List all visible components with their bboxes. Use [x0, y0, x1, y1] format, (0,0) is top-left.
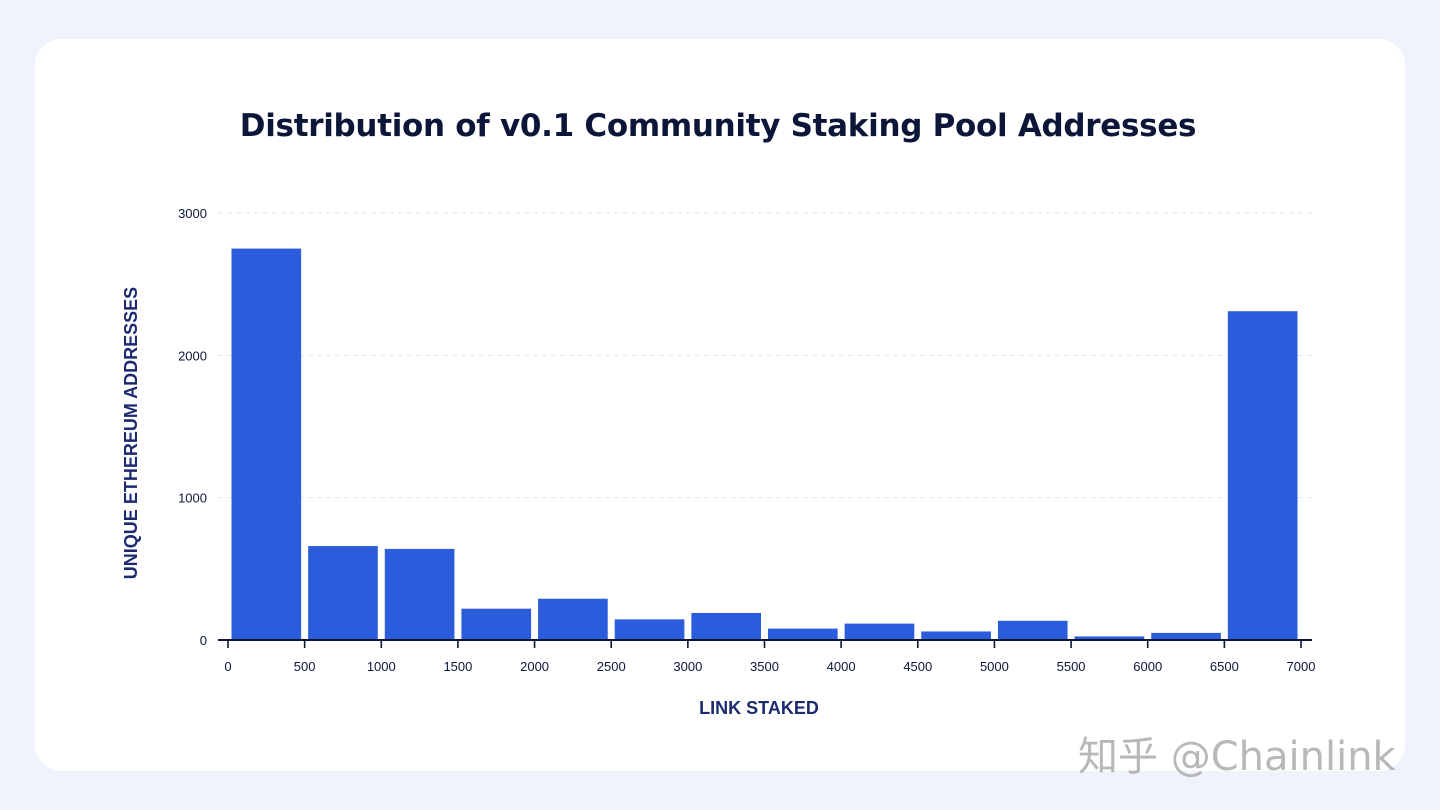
x-tick-label: 3000	[673, 659, 702, 674]
histogram-bar	[691, 612, 761, 640]
x-tick-label: 500	[294, 659, 316, 674]
x-tick-label: 6500	[1210, 659, 1239, 674]
x-tick-label: 2500	[597, 659, 626, 674]
x-tick-label: 3500	[750, 659, 779, 674]
x-tick-label: 5500	[1057, 659, 1086, 674]
x-tick-label: 0	[224, 659, 231, 674]
x-tick-label: 7000	[1287, 659, 1316, 674]
x-tick-label: 2000	[520, 659, 549, 674]
histogram-bar	[1227, 311, 1298, 640]
y-tick-label: 2000	[178, 348, 207, 363]
x-tick-label: 5000	[980, 659, 1009, 674]
x-axis-title: LINK STAKED	[699, 698, 819, 718]
histogram-bar	[308, 546, 378, 640]
histogram-bar	[844, 623, 915, 640]
histogram-bar	[614, 619, 685, 640]
x-tick-label: 4000	[827, 659, 856, 674]
y-tick-label: 3000	[178, 206, 207, 221]
watermark: 知乎 @Chainlink	[1078, 734, 1396, 780]
histogram-bar	[384, 548, 455, 640]
histogram-bar	[997, 620, 1068, 640]
histogram-bar	[1151, 632, 1221, 640]
y-tick-label: 0	[200, 633, 207, 648]
x-tick-label: 1500	[443, 659, 472, 674]
histogram-bar	[538, 598, 608, 640]
x-tick-label: 1000	[367, 659, 396, 674]
y-tick-label: 1000	[178, 491, 207, 506]
y-axis-title: UNIQUE ETHEREUM ADDRESSES	[121, 287, 141, 579]
histogram-bar	[921, 631, 991, 640]
histogram-bar	[461, 608, 532, 640]
histogram-bar	[231, 248, 302, 641]
histogram-bar	[1074, 636, 1145, 640]
x-tick-label: 4500	[903, 659, 932, 674]
x-tick-label: 6000	[1133, 659, 1162, 674]
chart-title: Distribution of v0.1 Community Staking P…	[239, 108, 1197, 144]
histogram-bar	[768, 628, 838, 640]
